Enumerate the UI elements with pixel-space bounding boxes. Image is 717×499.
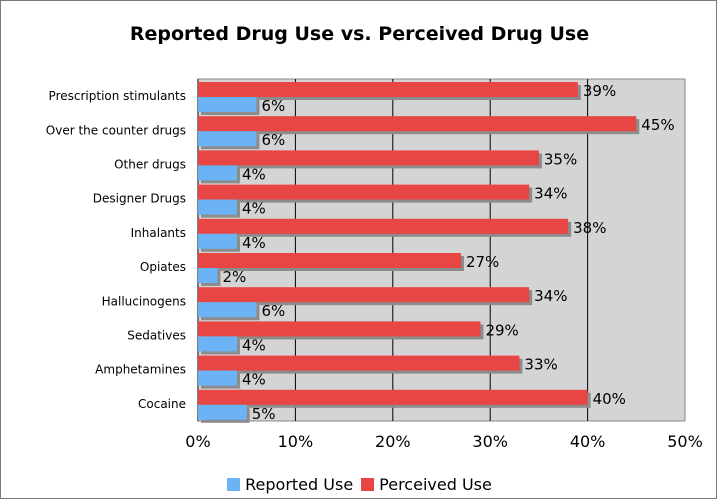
category-label: Other drugs — [114, 158, 186, 172]
bar-reported — [198, 302, 257, 318]
data-label: 6% — [261, 302, 285, 320]
legend-label-reported: Reported Use — [245, 475, 354, 494]
bar-reported — [198, 268, 218, 283]
bar-reported — [198, 404, 247, 420]
bar-reported — [198, 97, 257, 112]
bar-perceived — [198, 253, 461, 268]
data-label: 4% — [242, 200, 266, 218]
chart-title: Reported Drug Use vs. Perceived Drug Use — [129, 23, 590, 45]
category-label: Amphetamines — [95, 363, 186, 377]
data-label: 4% — [242, 234, 266, 252]
data-label: 2% — [222, 268, 246, 286]
bar-perceived — [198, 184, 530, 200]
data-label: 40% — [593, 390, 626, 408]
bar-perceived — [198, 389, 588, 405]
bar-perceived — [198, 355, 520, 371]
x-tick-label: 20% — [375, 432, 411, 451]
bar-perceived — [198, 116, 637, 132]
data-label: 34% — [534, 185, 567, 203]
legend: Reported Use Perceived Use — [1, 475, 716, 494]
data-label: 4% — [242, 165, 266, 183]
data-label: 4% — [242, 371, 266, 389]
data-label: 6% — [261, 97, 285, 115]
bar-reported — [198, 199, 237, 215]
category-label: Sedatives — [127, 329, 186, 343]
category-label: Inhalants — [131, 226, 186, 240]
data-label: 33% — [524, 356, 557, 374]
data-label: 6% — [261, 131, 285, 149]
legend-label-perceived: Perceived Use — [379, 475, 492, 494]
legend-swatch-perceived — [361, 478, 375, 491]
bar-reported — [198, 336, 237, 352]
x-tick-label: 0% — [185, 432, 210, 451]
data-label: 29% — [485, 321, 518, 339]
category-label: Cocaine — [138, 397, 186, 411]
category-label: Designer Drugs — [93, 192, 186, 206]
data-label: 27% — [466, 253, 499, 271]
bar-perceived — [198, 150, 539, 166]
data-label: 35% — [544, 150, 577, 168]
legend-item-perceived: Perceived Use — [361, 475, 492, 494]
category-label: Opiates — [140, 260, 186, 274]
bar-perceived — [198, 321, 481, 337]
bar-perceived — [198, 218, 569, 234]
bar-reported — [198, 370, 237, 386]
category-label: Hallucinogens — [102, 294, 186, 308]
x-tick-label: 10% — [278, 432, 314, 451]
bar-perceived — [198, 287, 530, 303]
category-label: Over the counter drugs — [46, 123, 186, 137]
data-label: 5% — [252, 405, 276, 423]
data-label: 39% — [583, 82, 616, 100]
category-label: Prescription stimulants — [49, 89, 186, 103]
x-tick-label: 50% — [667, 432, 703, 451]
x-tick-label: 30% — [472, 432, 508, 451]
x-tick-label: 40% — [570, 432, 606, 451]
data-label: 45% — [641, 116, 674, 134]
data-label: 34% — [534, 287, 567, 305]
bar-perceived — [198, 82, 578, 97]
bar-reported — [198, 165, 237, 181]
bar-reported — [198, 233, 237, 249]
data-label: 4% — [242, 336, 266, 354]
legend-item-reported: Reported Use — [227, 475, 353, 494]
data-label: 38% — [573, 219, 606, 237]
bar-chart: 0% 10% 20% 30% 40% 50% Prescription stimulants… — [46, 78, 703, 451]
bar-reported — [198, 131, 257, 147]
legend-swatch-reported — [227, 478, 241, 491]
